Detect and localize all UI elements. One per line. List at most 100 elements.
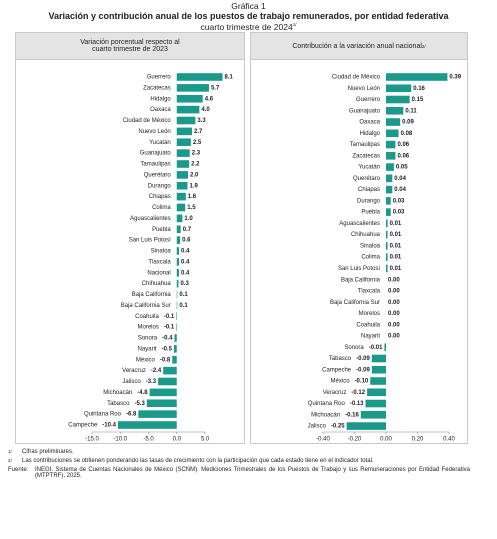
x-tick-label: -0.40 <box>316 437 330 443</box>
bar <box>163 366 177 375</box>
value-label: 0.01 <box>390 243 402 249</box>
bar <box>386 163 394 171</box>
bar <box>176 236 181 244</box>
category-label: Puebla <box>361 210 380 216</box>
value-label: 0.09 <box>402 120 414 126</box>
value-label: 0.4 <box>181 270 190 276</box>
category-label: Veracruz <box>323 390 347 396</box>
bar <box>386 197 391 205</box>
category-label: Guanajuato <box>140 151 172 157</box>
bar <box>386 95 410 104</box>
value-label: -10.4 <box>102 423 116 429</box>
footnote-text: Las contribuciones se obtienen ponderand… <box>22 458 374 464</box>
bar <box>176 116 196 125</box>
value-label: 0.01 <box>390 255 402 261</box>
footnote-mark: Fuente: <box>8 467 29 473</box>
footnote: 2/Las contribuciones se obtienen pondera… <box>8 458 470 464</box>
value-label: -0.16 <box>345 412 359 418</box>
x-tick-label: 0.00 <box>380 437 392 443</box>
category-label: Nacional <box>147 270 170 276</box>
value-label: 0.05 <box>396 165 408 171</box>
value-label: 0.3 <box>180 281 189 287</box>
bar <box>176 192 186 201</box>
value-label: -0.10 <box>355 379 369 385</box>
value-label: 0.4 <box>181 259 190 265</box>
bar <box>172 355 177 364</box>
value-label: -0.8 <box>160 357 171 363</box>
bar <box>176 214 183 223</box>
category-label: Quintana Roo <box>84 412 122 418</box>
x-tick-label: 5.0 <box>201 437 210 443</box>
category-label: Michoacán <box>311 412 340 418</box>
panel <box>15 32 245 444</box>
x-tick-label: -5.0 <box>143 437 154 443</box>
category-label: Tlaxcala <box>148 259 171 265</box>
category-label: Chihuahua <box>351 232 381 238</box>
footnote: 1/Cifras preliminares. <box>8 449 470 455</box>
category-label: Michoacán <box>103 390 132 396</box>
value-label: -3.3 <box>146 379 157 385</box>
value-label: -0.09 <box>356 367 370 373</box>
value-label: 0.03 <box>393 210 405 216</box>
bar <box>176 105 200 114</box>
bar <box>384 343 386 352</box>
category-label: Tamaulipas <box>140 162 170 168</box>
category-label: Durango <box>357 198 381 204</box>
panel-title: Contribución a la variación anual nacion… <box>251 33 467 60</box>
bar <box>386 242 388 250</box>
bar <box>174 334 177 342</box>
x-tick-label: 0.0 <box>173 437 182 443</box>
value-label: 0.7 <box>183 227 192 233</box>
value-label: -4.8 <box>137 390 148 396</box>
value-label: 0.16 <box>413 86 425 92</box>
bar <box>386 129 399 138</box>
category-label: Chiapas <box>358 187 380 193</box>
value-label: 0.00 <box>388 334 400 340</box>
bar <box>176 268 180 277</box>
category-label: Colima <box>152 205 171 211</box>
category-label: Querétaro <box>353 176 381 182</box>
category-label: Colima <box>361 255 380 261</box>
category-label: Baja California Sur <box>121 303 171 309</box>
category-label: Coahuila <box>356 322 380 328</box>
value-label: 0.1 <box>179 303 188 309</box>
category-label: Coahuila <box>135 314 159 320</box>
value-label: 0.06 <box>397 142 409 148</box>
category-label: Jalisco <box>308 424 327 430</box>
value-label: 0.00 <box>388 300 400 306</box>
category-label: Oaxaca <box>359 120 380 126</box>
value-label: -5.3 <box>134 401 145 407</box>
value-label: 0.01 <box>390 266 402 272</box>
footnote: Fuente: INEGI. Sistema de Cuentas Naciona… <box>8 467 470 479</box>
value-label: 0.00 <box>388 322 400 328</box>
bar <box>176 149 190 157</box>
value-label: -0.13 <box>350 401 364 407</box>
value-label: 2.5 <box>193 140 202 146</box>
bar <box>386 174 393 183</box>
category-label: Puebla <box>152 227 171 233</box>
category-label: Chiapas <box>149 194 171 200</box>
bar <box>176 279 179 288</box>
category-label: Morelos <box>137 325 158 331</box>
x-tick-label: -10.0 <box>113 437 127 443</box>
category-label: Yucatán <box>149 140 171 146</box>
value-label: 2.2 <box>191 162 200 168</box>
value-label: 2.7 <box>194 129 203 135</box>
category-label: San Luis Potosí <box>338 266 380 272</box>
bar <box>370 377 386 385</box>
category-label: Campeche <box>322 367 352 373</box>
panel-title-text: Variación porcentual respecto al cuarto … <box>80 39 180 53</box>
subtitle-wrap: cuarto trimestre de 20241/ <box>0 22 497 32</box>
category-label: Nayarit <box>138 346 157 352</box>
category-label: México <box>136 357 156 363</box>
bar <box>386 230 388 239</box>
category-label: Guanajuato <box>349 108 381 114</box>
category-label: Aguascalientes <box>130 216 171 222</box>
value-label: -0.25 <box>331 424 345 430</box>
bar <box>117 421 177 429</box>
bar <box>371 365 386 374</box>
category-label: Sinaloa <box>360 243 381 249</box>
value-label: -0.4 <box>162 336 173 342</box>
subtitle-note: 1/ <box>292 22 297 28</box>
bar <box>176 258 180 266</box>
